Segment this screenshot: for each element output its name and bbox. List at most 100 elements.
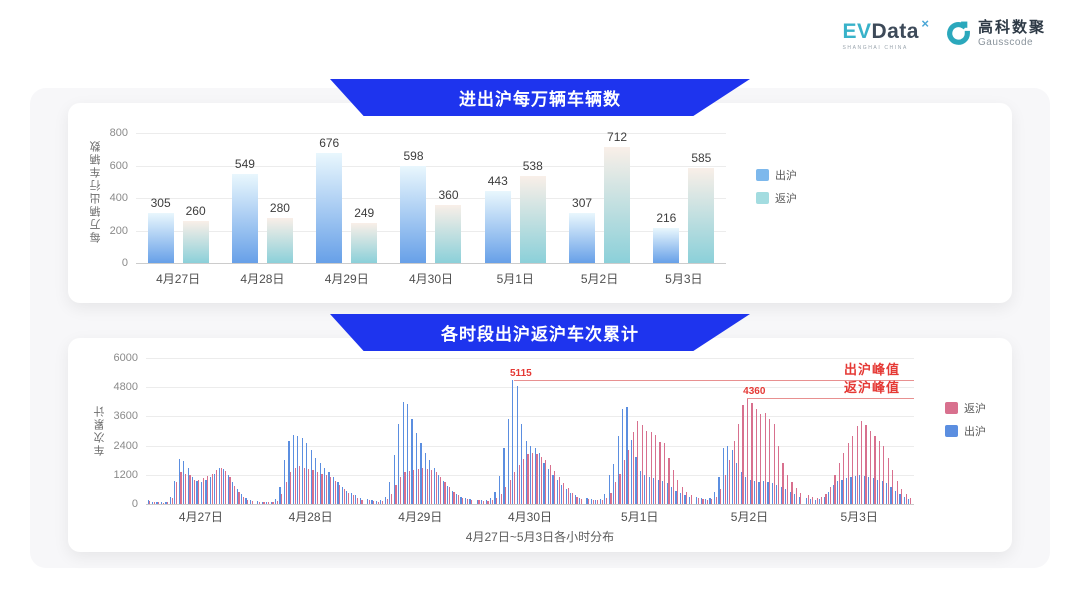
hour-pair: [310, 450, 315, 504]
hour-pair: [608, 474, 613, 504]
legend-item-出沪[interactable]: 出沪: [945, 423, 986, 439]
hour-bar-返沪: [207, 476, 209, 504]
hour-bar-返沪: [202, 478, 204, 504]
hour-bar-返沪: [307, 468, 310, 504]
hour-bar-出沪: [903, 496, 905, 504]
hour-bar-返沪: [267, 502, 270, 504]
bar-value-label: 585: [691, 150, 712, 165]
hour-bar-返沪: [755, 409, 757, 504]
bar-返沪-5月3日[interactable]: 585: [688, 151, 715, 263]
bar-返沪-4月28日[interactable]: 280: [266, 201, 293, 263]
hour-bar-返沪: [453, 491, 455, 504]
hour-bar-返沪: [852, 435, 854, 504]
y-tick-label: 600: [109, 159, 128, 172]
bar-出沪-4月29日[interactable]: 676: [316, 136, 343, 263]
gridline-800: [136, 133, 726, 134]
hour-bar-出沪: [718, 477, 720, 504]
hour-bar-出沪: [438, 474, 440, 504]
hour-bar-出沪: [530, 445, 532, 504]
hour-pair: [762, 412, 767, 504]
bar-返沪-4月30日[interactable]: 360: [435, 188, 462, 263]
legend-label: 返沪: [775, 193, 797, 205]
hour-bar-返沪: [764, 412, 766, 504]
hour-bar-出沪: [218, 467, 220, 504]
hour-pair: [653, 434, 657, 504]
hour-bar-出沪: [288, 440, 290, 504]
hour-pair: [828, 486, 832, 504]
hour-bar-返沪: [549, 465, 551, 504]
day-column-5月2日: [695, 358, 805, 504]
hour-pair: [411, 418, 415, 504]
hour-pair: [877, 440, 881, 504]
day-column-4月27日: [146, 358, 256, 504]
hour-bar-返沪: [413, 469, 415, 504]
legend-item-出沪[interactable]: 出沪: [756, 167, 797, 183]
bar-出沪-4月28日[interactable]: 549: [231, 157, 258, 263]
hour-pair: [350, 493, 355, 504]
hour-bar-出沪: [798, 496, 800, 504]
hour-bar-出沪: [590, 499, 593, 504]
hour-bar-出沪: [398, 423, 400, 504]
hour-bar-出沪: [644, 474, 646, 504]
hour-bar-返沪: [563, 483, 565, 504]
hour-pair: [178, 458, 183, 504]
hour-pair: [903, 494, 908, 504]
hour-bar-出沪: [595, 499, 597, 504]
hour-bar-出沪: [684, 495, 686, 504]
hour-bar-出沪: [832, 484, 834, 504]
x-label-4月28日: 4月28日: [240, 272, 285, 286]
hour-bar-返沪: [650, 432, 652, 504]
hour-pair: [771, 423, 776, 504]
hour-bar-出沪: [464, 497, 467, 504]
hour-pair: [814, 497, 819, 504]
hour-bar-返沪: [153, 501, 155, 504]
hour-bar-返沪: [720, 489, 722, 504]
hour-pair: [688, 495, 693, 504]
legend-item-返沪[interactable]: 返沪: [756, 190, 797, 206]
hour-bar-返沪: [571, 493, 574, 504]
hour-pair: [324, 467, 328, 504]
hour-pair: [863, 424, 868, 504]
bar-返沪-4月27日[interactable]: 260: [182, 204, 209, 263]
day-column-4月30日: [475, 358, 585, 504]
bar-group-5月2日: 307 712: [557, 130, 641, 263]
bar-出沪-5月1日[interactable]: 443: [484, 174, 511, 263]
hour-bar-返沪: [711, 498, 713, 504]
hour-bar-返沪: [276, 501, 278, 504]
hour-bar-返沪: [368, 500, 370, 504]
x-label-5月1日: 5月1日: [621, 510, 659, 524]
hour-bar-出沪: [266, 501, 268, 504]
hour-pair: [798, 493, 803, 504]
hour-pair: [570, 493, 574, 504]
bar-出沪-4月27日[interactable]: 305: [147, 196, 174, 263]
bar-返沪-5月2日[interactable]: 712: [604, 130, 631, 263]
hour-bar-返沪: [377, 501, 379, 504]
bar-返沪-4月29日[interactable]: 249: [351, 206, 378, 263]
hour-bar-返沪: [800, 493, 802, 504]
hour-bar-出沪: [679, 493, 682, 504]
hour-bar-返沪: [457, 495, 459, 504]
hour-pair: [832, 474, 837, 504]
legend-item-返沪[interactable]: 返沪: [945, 400, 986, 416]
bar-出沪-5月2日[interactable]: 307: [569, 196, 596, 263]
hour-bar-返沪: [382, 501, 384, 504]
hour-bar-出沪: [599, 499, 601, 504]
hour-bar-返沪: [729, 460, 731, 504]
hour-bar-返沪: [706, 499, 708, 504]
bar-group-4月30日: 598 360: [389, 133, 473, 263]
bar-value-label: 712: [607, 130, 628, 145]
day-column-5月1日: [585, 358, 695, 504]
bar-出沪-5月3日[interactable]: 216: [653, 211, 680, 263]
bar-出沪-4月30日[interactable]: 598: [400, 149, 427, 263]
hour-bar-出沪: [586, 497, 588, 504]
hour-bar-出沪: [292, 434, 295, 504]
hour-pair: [192, 477, 196, 504]
hour-bar-返沪: [628, 450, 630, 504]
hour-pair: [894, 480, 899, 504]
hour-pair: [561, 483, 565, 504]
hour-bar-出沪: [319, 462, 321, 504]
hour-pair: [433, 467, 438, 504]
hour-pair: [565, 488, 570, 504]
hour-bar-出沪: [823, 496, 825, 504]
bar-返沪-5月1日[interactable]: 538: [519, 159, 546, 263]
